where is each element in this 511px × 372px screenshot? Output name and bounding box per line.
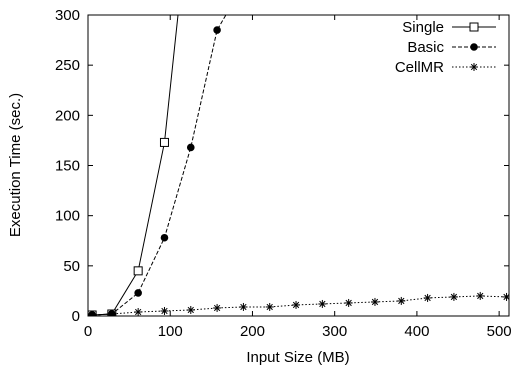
single-point-marker	[470, 23, 478, 31]
x-tick-label: 200	[240, 323, 265, 340]
legend-label: Single	[402, 19, 444, 36]
y-axis-label: Execution Time (sec.)	[7, 93, 24, 237]
basic-point-marker	[214, 27, 221, 34]
series-line-cellmr	[92, 296, 506, 315]
y-tick-label: 300	[55, 7, 80, 24]
cellmr-point-marker	[345, 299, 353, 307]
y-tick-label: 0	[72, 308, 80, 325]
plot-frame	[88, 15, 509, 316]
y-tick-label: 250	[55, 57, 80, 74]
x-tick-label: 500	[487, 323, 511, 340]
basic-point-marker	[161, 234, 168, 241]
cellmr-point-marker	[88, 311, 96, 319]
series-line-basic	[92, 0, 243, 315]
single-point-marker	[134, 267, 142, 275]
legend-label: Basic	[407, 39, 444, 56]
cellmr-point-marker	[187, 306, 195, 314]
legend-entry-cellmr: CellMR	[395, 59, 496, 76]
cellmr-point-marker	[213, 304, 221, 312]
cellmr-point-marker	[239, 303, 247, 311]
cellmr-point-marker	[292, 301, 300, 309]
single-point-marker	[160, 138, 168, 146]
y-tick-label: 200	[55, 107, 80, 124]
x-tick-label: 100	[158, 323, 183, 340]
y-tick-label: 150	[55, 158, 80, 175]
axes: 0 100 200 300 400 500 0 50 100 150 200 250 300	[55, 7, 511, 340]
cellmr-point-marker	[397, 297, 405, 305]
legend-entry-basic: Basic	[407, 39, 496, 56]
x-tick-label: 400	[404, 323, 429, 340]
cellmr-point-marker	[108, 310, 116, 318]
x-tick-label: 0	[84, 323, 92, 340]
basic-point-marker	[471, 44, 478, 51]
x-axis-label: Input Size (MB)	[246, 349, 349, 366]
cellmr-point-marker	[450, 293, 458, 301]
legend-label: CellMR	[395, 59, 444, 76]
cellmr-point-marker	[160, 307, 168, 315]
cellmr-point-marker	[371, 298, 379, 306]
y-tick-label: 50	[63, 258, 80, 275]
legend-entry-single: Single	[402, 19, 496, 36]
cellmr-point-marker	[134, 308, 142, 316]
cellmr-point-marker	[318, 300, 326, 308]
x-tick-label: 300	[322, 323, 347, 340]
series-basic	[89, 0, 247, 318]
cellmr-point-marker	[424, 294, 432, 302]
cellmr-point-marker	[476, 292, 484, 300]
cellmr-point-marker	[266, 303, 274, 311]
y-tick-label: 100	[55, 208, 80, 225]
series-cellmr	[88, 292, 510, 319]
series-layer	[88, 0, 510, 319]
basic-point-marker	[187, 144, 194, 151]
cellmr-point-marker	[470, 63, 478, 71]
legend: Single Basic CellMR	[395, 19, 496, 76]
series-single	[88, 0, 195, 319]
basic-point-marker	[135, 290, 142, 297]
